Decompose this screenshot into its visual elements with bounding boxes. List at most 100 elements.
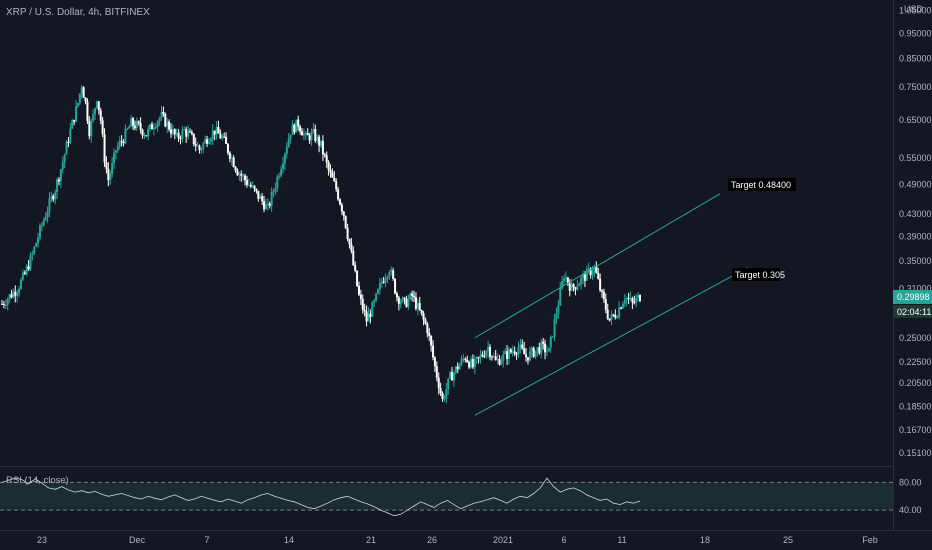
candle-body — [490, 356, 493, 358]
candle-body — [394, 278, 397, 294]
candle-body — [133, 125, 136, 129]
candle-body — [454, 366, 457, 373]
candle-body — [1, 303, 3, 305]
candle-body — [629, 298, 632, 300]
candle-body — [494, 356, 497, 361]
candle-body — [513, 351, 516, 354]
candle-body — [414, 297, 417, 309]
time-axis-label: Feb — [862, 535, 878, 545]
candle-body — [128, 126, 131, 129]
candle-body — [635, 297, 638, 303]
candle-body — [580, 277, 583, 284]
candle-body — [297, 119, 300, 127]
candle-body — [470, 359, 473, 368]
candle-body — [169, 129, 172, 134]
candle-body — [540, 341, 543, 354]
price-axis[interactable]: 1.05000 0.95000 0.85000 0.75000 0.65000 0.550… — [893, 4, 932, 515]
time-axis[interactable]: 23 Dec 7 14 21 26 2021 6 11 18 25 Feb — [37, 535, 878, 545]
candle-body — [443, 398, 446, 400]
candle-body — [375, 293, 378, 301]
candle-body — [623, 299, 626, 304]
candle-body — [187, 131, 190, 137]
candle-body — [56, 179, 59, 193]
candle-body — [80, 87, 83, 94]
price-axis-label: 0.85000 — [899, 54, 932, 64]
candle-body — [530, 347, 533, 352]
candle-body — [382, 281, 385, 283]
rsi-band — [0, 482, 893, 511]
candle-body — [517, 347, 520, 354]
candle-body — [363, 309, 366, 312]
candle-body — [261, 196, 264, 202]
candle-body — [432, 345, 435, 358]
candle-body — [12, 291, 15, 298]
candle-body — [141, 129, 144, 136]
candle-body — [287, 138, 290, 148]
candle-body — [348, 238, 351, 245]
candle-body — [232, 157, 235, 167]
candle-body — [361, 298, 364, 310]
candle-body — [338, 199, 341, 205]
candle-body — [67, 141, 70, 143]
candle-body — [71, 119, 74, 129]
candle-body — [219, 133, 222, 139]
candle-body — [103, 134, 106, 163]
price-axis-label: 0.49000 — [899, 179, 932, 189]
candle-body — [166, 121, 169, 127]
candle-body — [333, 177, 336, 182]
candle-body — [544, 343, 547, 353]
candle-body — [217, 126, 220, 134]
candle-body — [439, 388, 442, 394]
candle-body — [485, 351, 488, 357]
candle-body — [264, 203, 267, 210]
candle-body — [418, 303, 421, 310]
candle-body — [498, 359, 501, 365]
candle-body — [310, 132, 313, 141]
candle-body — [601, 290, 604, 292]
candle-body — [293, 124, 296, 133]
candle-body — [263, 201, 266, 210]
rsi-level-label: 40.00 — [899, 505, 922, 515]
candle-body — [21, 272, 24, 280]
candle-body — [367, 313, 370, 322]
candle-body — [236, 170, 239, 176]
candle-body — [23, 272, 26, 274]
candle-body — [515, 353, 518, 355]
candle-body — [244, 175, 247, 181]
candle-body — [188, 131, 191, 133]
candle-body — [194, 143, 197, 146]
candle-body — [500, 360, 503, 365]
price-axis-label: 0.20500 — [899, 378, 932, 388]
candle-body — [380, 281, 383, 284]
candle-body — [409, 293, 412, 300]
candle-body — [616, 317, 619, 319]
time-axis-label: 7 — [204, 535, 209, 545]
candle-body — [8, 294, 11, 300]
candle-body — [97, 101, 100, 111]
candle-body — [38, 225, 41, 238]
candle-body — [564, 277, 567, 279]
price-axis-label: 0.65000 — [899, 115, 932, 125]
candle-body — [435, 366, 438, 378]
candle-body — [563, 278, 566, 282]
candle-body — [181, 129, 184, 139]
candle-body — [211, 130, 214, 140]
candle-body — [323, 154, 326, 156]
candle-body — [437, 377, 440, 389]
candle-body — [488, 346, 491, 357]
candle-body — [327, 162, 330, 171]
rsi-level-label: 80.00 — [899, 477, 922, 487]
candle-body — [354, 264, 357, 271]
price-axis-label: 0.31000 — [899, 284, 932, 294]
candle-body — [352, 250, 355, 265]
candle-body — [111, 163, 114, 174]
candle-body — [268, 203, 271, 206]
candle-body — [137, 121, 140, 124]
candle-body — [285, 147, 288, 154]
candle-body — [308, 135, 311, 141]
candle-body — [475, 357, 478, 359]
candle-body — [359, 294, 362, 299]
candle-body — [582, 274, 585, 278]
candle-body — [126, 128, 129, 130]
candle-body — [19, 279, 22, 289]
